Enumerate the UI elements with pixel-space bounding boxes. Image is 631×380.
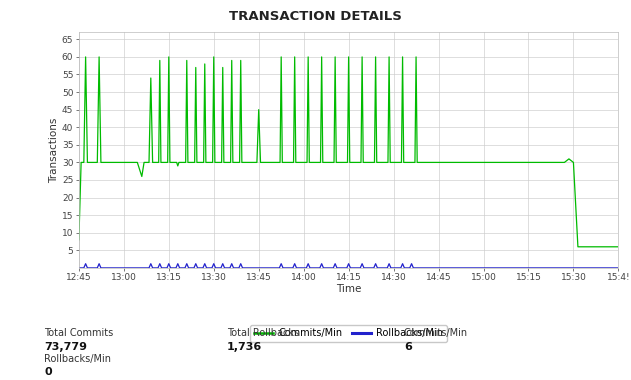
Commits/Min [75, 238, 83, 242]
Commits/Min [574, 244, 582, 249]
Commits/Min [82, 55, 90, 59]
Line: Rollbacks/Min: Rollbacks/Min [79, 264, 618, 268]
Text: TRANSACTION DETAILS: TRANSACTION DETAILS [229, 10, 402, 22]
Text: 73,779: 73,779 [44, 342, 87, 352]
Legend: Commits/Min, Rollbacks/Min: Commits/Min, Rollbacks/Min [250, 325, 447, 342]
Text: Total Commits: Total Commits [44, 328, 114, 338]
Rollbacks/Min [82, 261, 90, 266]
Commits/Min [570, 160, 577, 165]
Commits/Min [238, 160, 245, 165]
Text: 1,736: 1,736 [227, 342, 262, 352]
Rollbacks/Min [397, 266, 404, 270]
Rollbacks/Min [199, 266, 207, 270]
Rollbacks/Min [279, 266, 286, 270]
X-axis label: Time: Time [336, 284, 362, 294]
Rollbacks/Min [278, 261, 285, 266]
Text: 0: 0 [44, 367, 52, 377]
Rollbacks/Min [75, 266, 83, 270]
Commits/Min [413, 160, 421, 165]
Rollbacks/Min [174, 261, 182, 266]
Text: 6: 6 [404, 342, 411, 352]
Rollbacks/Min [615, 266, 622, 270]
Text: Commits/Min: Commits/Min [404, 328, 468, 338]
Y-axis label: Transactions: Transactions [49, 117, 59, 183]
Line: Commits/Min: Commits/Min [79, 57, 618, 247]
Commits/Min [331, 55, 339, 59]
Commits/Min [192, 65, 199, 70]
Commits/Min [232, 160, 240, 165]
Text: Rollbacks/Min: Rollbacks/Min [44, 354, 111, 364]
Rollbacks/Min [172, 266, 180, 270]
Text: Total Rollbacks: Total Rollbacks [227, 328, 299, 338]
Commits/Min [615, 244, 622, 249]
